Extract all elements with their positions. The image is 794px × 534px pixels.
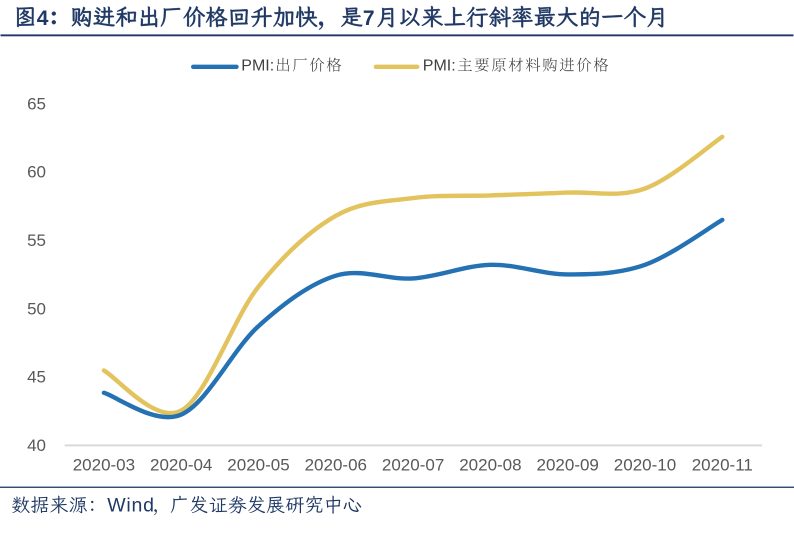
svg-text:7: 7 <box>363 7 375 30</box>
svg-text:50: 50 <box>27 299 46 318</box>
svg-text:45: 45 <box>27 368 46 387</box>
svg-text:PMI:: PMI: <box>423 58 456 75</box>
svg-text:2020-04: 2020-04 <box>150 456 212 475</box>
svg-text:2020-07: 2020-07 <box>382 456 444 475</box>
svg-text:55: 55 <box>27 231 46 250</box>
svg-text:2020-06: 2020-06 <box>305 456 367 475</box>
svg-text:PMI:: PMI: <box>241 58 274 75</box>
svg-text:2020-08: 2020-08 <box>459 456 521 475</box>
svg-text:65: 65 <box>27 94 46 113</box>
svg-text:2020-05: 2020-05 <box>227 456 289 475</box>
svg-text:2020-09: 2020-09 <box>537 456 599 475</box>
svg-text:Wind: Wind <box>107 495 155 517</box>
svg-text:40: 40 <box>27 436 46 455</box>
svg-text:2020-10: 2020-10 <box>614 456 676 475</box>
svg-text:2020-03: 2020-03 <box>73 456 135 475</box>
svg-text:4: 4 <box>37 7 49 30</box>
svg-text:60: 60 <box>27 163 46 182</box>
svg-text:2020-11: 2020-11 <box>692 456 753 475</box>
